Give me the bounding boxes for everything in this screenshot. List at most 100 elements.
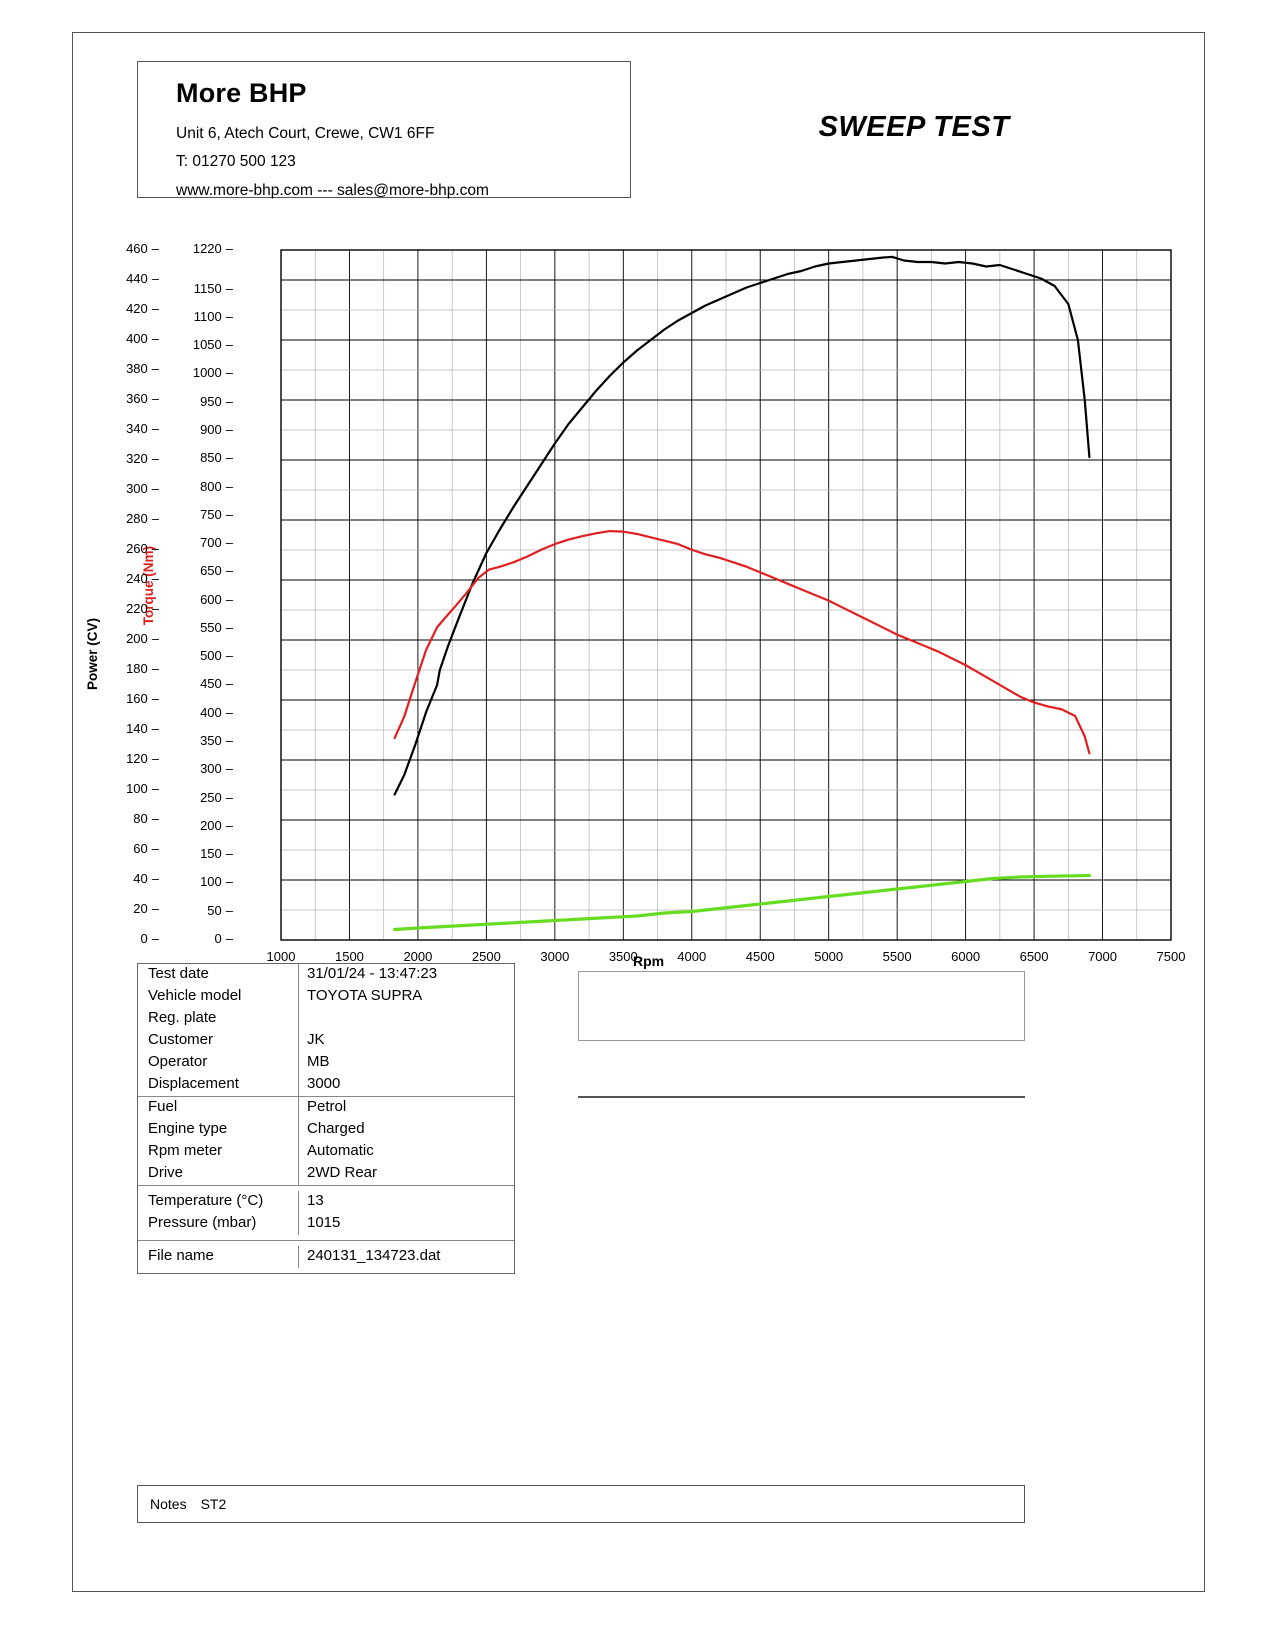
info-value[interactable]: JK [298,1030,514,1052]
y-tick-power: 460– [126,241,159,256]
company-name: More BHP [176,78,307,108]
y-tick-torque: 100– [200,874,233,890]
y-tick-torque: 550– [200,619,233,635]
info-value[interactable]: 31/01/24 - 13:47:23 [298,964,514,986]
y-tick-power: 100– [126,781,159,796]
spacer [138,1235,514,1240]
info-value[interactable]: MB [298,1052,514,1074]
info-value[interactable]: 240131_134723.dat [298,1246,514,1268]
info-value[interactable]: Automatic [298,1141,514,1163]
dyno-chart: Power (CV) Torque (Nm) Rpm 0–20–40–60–80… [73,188,1204,978]
x-tick: 2500 [471,949,501,964]
y-tick-power: 240– [126,571,159,586]
y-tick-torque: 250– [200,789,233,805]
y-tick-torque: 0– [214,931,233,946]
info-key: Test date [148,965,209,982]
y-tick-torque: 50– [207,902,233,918]
y-tick-power: 160– [126,691,159,706]
y-tick-torque: 950– [200,393,233,409]
info-key: Pressure (mbar) [148,1214,257,1231]
x-tick: 5500 [882,949,912,964]
x-tick: 1500 [334,949,364,964]
notes-bar: Notes ST2 [137,1485,1025,1523]
y-tick-torque: 1050– [192,337,233,353]
info-key: Rpm meter [148,1142,223,1159]
y-tick-torque: 300– [200,761,233,777]
results-table [578,1096,1025,1098]
y-tick-torque: 450– [200,676,233,692]
info-group: Fuel Petrol Engine type Charged Rpm meter Aut… [138,1097,514,1186]
x-axis-title: Rpm [633,953,665,969]
x-tick: 6500 [1019,949,1049,964]
info-key: Temperature (°C) [148,1192,264,1209]
company-address: Unit 6, Atech Court, Crewe, CW1 6FF [176,125,435,142]
y-tick-torque: 750– [200,506,233,522]
y-tick-torque: 900– [200,421,233,437]
info-group: File name 240131_134723.dat [138,1241,514,1273]
series-shaft-power [393,255,1091,796]
y-tick-power: 380– [126,361,159,376]
info-row: Temperature (°C) 13 [138,1191,514,1213]
y-tick-torque: 200– [200,817,233,833]
y-tick-torque: 500– [200,648,233,664]
y-tick-torque: 700– [200,535,233,551]
info-value[interactable] [298,1008,514,1030]
info-key: Vehicle model [148,987,242,1004]
info-value[interactable]: Charged [298,1119,514,1141]
x-tick: 1000 [266,949,296,964]
series-torque [393,529,1091,755]
info-value[interactable]: TOYOTA SUPRA [298,986,514,1008]
info-value[interactable]: 13 [298,1191,514,1213]
y-tick-power: 20– [133,901,159,916]
company-web: www.more-bhp.com --- sales@more-bhp.com [176,182,489,199]
info-group: Test date 31/01/24 - 13:47:23 Vehicle mode… [138,964,514,1097]
info-row: Customer JK [138,1030,514,1052]
info-row: Vehicle model TOYOTA SUPRA [138,986,514,1008]
y-tick-power: 440– [126,271,159,286]
x-tick: 7500 [1156,949,1186,964]
info-row: Fuel Petrol [138,1097,514,1119]
report-title: SWEEP TEST [818,111,1010,143]
notes-value: ST2 [200,1496,227,1512]
x-tick: 4500 [745,949,775,964]
info-value[interactable]: Petrol [298,1097,514,1119]
info-value[interactable]: 3000 [298,1074,514,1096]
y-tick-torque: 150– [200,846,233,862]
info-key: Engine type [148,1120,228,1137]
info-key: File name [148,1247,214,1264]
x-tick: 5000 [814,949,844,964]
x-tick: 7000 [1088,949,1117,964]
x-tick: 2000 [403,949,433,964]
test-info-table: Test date 31/01/24 - 13:47:23 Vehicle mode… [137,963,515,1274]
y-tick-torque: 1100– [193,308,233,324]
info-row: Reg. plate [138,1008,514,1030]
info-row: Engine type Charged [138,1119,514,1141]
y-tick-power: 400– [126,331,159,346]
y-tick-power: 0– [140,931,159,946]
notes-label: Notes [150,1496,187,1512]
y-tick-torque: 850– [200,450,233,466]
info-key: Fuel [148,1098,178,1115]
y-tick-power: 140– [126,721,159,736]
info-value[interactable]: 2WD Rear [298,1163,514,1185]
y-tick-power: 220– [126,601,159,616]
x-tick: 3000 [540,949,570,964]
info-row: Displacement 3000 [138,1074,514,1096]
info-key: Reg. plate [148,1009,217,1026]
series-wasted-power [393,873,1091,932]
y-tick-power: 180– [126,661,159,676]
y-tick-power: 360– [126,391,159,406]
y-tick-power: 420– [126,301,159,316]
y-tick-torque: 400– [200,704,233,720]
info-value[interactable]: 1015 [298,1213,514,1235]
y-tick-power: 60– [133,841,159,856]
info-key: Operator [148,1053,208,1070]
y-tick-torque: 800– [200,478,233,494]
y-tick-power: 120– [126,751,159,766]
x-tick: 6000 [951,949,981,964]
y-tick-torque: 1000– [192,365,233,381]
info-group: Temperature (°C) 13 Pressure (mbar) 1015 [138,1186,514,1241]
y-tick-power: 40– [133,871,159,886]
y-tick-torque: 650– [200,563,233,579]
info-row: Pressure (mbar) 1015 [138,1213,514,1235]
